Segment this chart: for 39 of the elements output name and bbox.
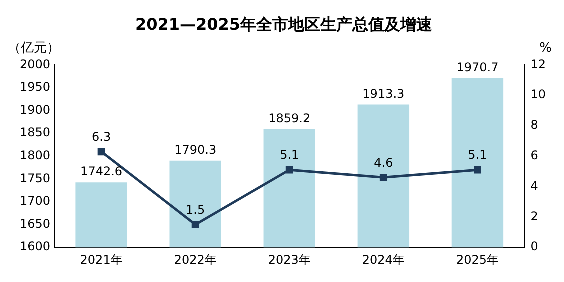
y2-tick-label: 4 [530,178,538,193]
y-tick-label: 1800 [20,148,51,163]
y-tick-label: 1650 [20,216,51,231]
data-label: 1913.3 [362,86,405,101]
data-label: 1.5 [186,202,206,217]
data-label: 1970.7 [456,60,499,75]
y-tick-label: 2000 [20,57,51,72]
y-tick-label: 1700 [20,194,51,208]
y-tick-label: 1950 [20,80,51,94]
x-tick-label: 2023年 [268,252,311,267]
y2-tick-label: 0 [530,240,538,254]
y-axis-title: （亿元） [8,41,60,56]
y2-tick-label: 2 [530,209,538,224]
y2-tick-label: 6 [530,148,538,163]
y2-axis-title: % [540,41,552,56]
y-tick-label: 1750 [20,171,51,186]
x-tick-label: 2025年 [456,252,499,267]
data-label: 1790.3 [174,142,217,157]
point [474,166,482,174]
data-label: 5.1 [468,148,488,162]
data-label: 4.6 [374,156,394,170]
point [286,166,294,174]
y2-tick-label: 10 [530,88,546,102]
y2-tick-label: 8 [530,118,538,132]
y-tick-label: 1600 [20,240,51,254]
y-tick-label: 1850 [20,126,51,140]
data-label: 1742.6 [80,164,123,179]
x-tick-label: 2024年 [362,252,405,267]
point [380,174,388,182]
chart-title: 2021—2025年全市地区生产总值及增速 [135,14,434,34]
x-tick-label: 2022年 [174,252,217,267]
data-label: 6.3 [92,130,112,144]
point [98,148,106,156]
data-label: 5.1 [280,148,300,162]
x-tick-label: 2021年 [80,252,123,267]
data-label: 1859.2 [268,112,311,126]
y2-tick-label: 12 [530,57,546,72]
y-tick-label: 1900 [20,102,51,117]
point [192,221,200,229]
